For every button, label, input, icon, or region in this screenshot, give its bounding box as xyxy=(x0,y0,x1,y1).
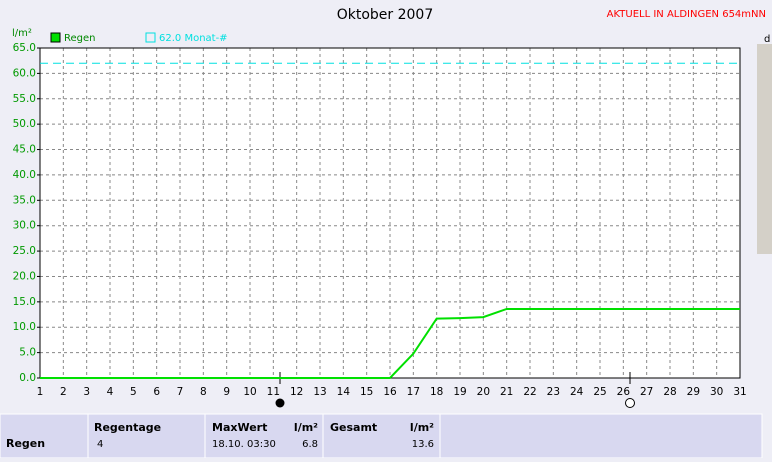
unit: l/m² xyxy=(294,421,318,434)
x-tick-label: 13 xyxy=(313,386,326,398)
header: Gesamt xyxy=(330,421,377,434)
value: 6.8 xyxy=(302,439,318,450)
x-tick-label: 3 xyxy=(83,386,90,398)
x-tick-label: 16 xyxy=(383,386,397,398)
date: 18.10. 03:30 xyxy=(212,439,276,450)
x-tick-label: 22 xyxy=(523,386,536,398)
table-cell xyxy=(204,413,324,459)
x-tick-label: 9 xyxy=(223,386,230,398)
x-tick-label: 7 xyxy=(177,386,184,398)
x-axis-label: d xyxy=(764,34,770,45)
x-tick-label: 24 xyxy=(570,386,584,398)
legend-label: 62.0 Monat-# xyxy=(159,33,228,44)
table-cell xyxy=(0,413,89,459)
x-tick-label: 14 xyxy=(337,386,351,398)
value: 4 xyxy=(97,439,103,450)
x-tick-label: 30 xyxy=(710,386,723,398)
new-moon-icon xyxy=(275,398,285,408)
annotation: AKTUELL IN ALDINGEN 654mNN xyxy=(607,9,766,20)
y-tick-label: 50.0 xyxy=(13,118,36,130)
value: 13.6 xyxy=(412,439,434,450)
y-tick-label: 0.0 xyxy=(19,372,36,384)
x-tick-label: 20 xyxy=(477,386,490,398)
row-label: Regen xyxy=(6,437,45,450)
table-cell xyxy=(439,413,763,459)
x-tick-label: 1 xyxy=(37,386,44,398)
x-tick-label: 26 xyxy=(617,386,631,398)
y-tick-label: 25.0 xyxy=(13,245,36,257)
x-tick-label: 8 xyxy=(200,386,207,398)
unit: l/m² xyxy=(410,421,434,434)
table-cell xyxy=(87,413,206,459)
x-tick-label: 4 xyxy=(107,386,114,398)
x-tick-label: 27 xyxy=(640,386,653,398)
data-line xyxy=(40,307,740,379)
x-tick-label: 18 xyxy=(430,386,443,398)
x-tick-label: 21 xyxy=(500,386,513,398)
x-tick-label: 15 xyxy=(360,386,373,398)
x-tick-label: 19 xyxy=(453,386,466,398)
x-tick-label: 29 xyxy=(687,386,700,398)
y-tick-label: 45.0 xyxy=(13,144,36,156)
legend-swatch xyxy=(50,32,61,43)
x-tick-label: 12 xyxy=(290,386,303,398)
x-tick-label: 6 xyxy=(153,386,160,398)
y-tick-label: 30.0 xyxy=(13,220,36,232)
full-moon-icon xyxy=(625,398,635,408)
chart-title: Oktober 2007 xyxy=(337,7,434,23)
header: MaxWert xyxy=(212,421,267,434)
x-tick-label: 10 xyxy=(243,386,256,398)
x-tick-label: 25 xyxy=(593,386,606,398)
y-tick-label: 20.0 xyxy=(13,270,36,282)
x-tick-label: 5 xyxy=(130,386,137,398)
y-tick-label: 10.0 xyxy=(13,321,36,333)
x-tick-label: 17 xyxy=(407,386,420,398)
y-tick-label: 65.0 xyxy=(13,42,36,54)
y-tick-label: 15.0 xyxy=(13,296,36,308)
y-axis-label: l/m² xyxy=(12,28,32,39)
x-tick-label: 23 xyxy=(547,386,560,398)
header: Regentage xyxy=(94,421,161,434)
y-tick-label: 5.0 xyxy=(19,347,36,359)
summary-table: Regen Regentage 4 MaxWert l/m² 18.10. 03… xyxy=(0,413,763,459)
y-tick-label: 40.0 xyxy=(13,169,36,181)
x-tick-label: 28 xyxy=(663,386,676,398)
y-tick-label: 55.0 xyxy=(13,93,36,105)
scrollbar[interactable] xyxy=(757,44,772,254)
x-tick-label: 11 xyxy=(267,386,280,398)
x-tick-label: 31 xyxy=(733,386,746,398)
legend-label: Regen xyxy=(64,33,96,44)
y-tick-label: 60.0 xyxy=(13,67,36,79)
legend-swatch xyxy=(145,32,156,43)
y-tick-label: 35.0 xyxy=(13,194,36,206)
x-tick-label: 2 xyxy=(60,386,67,398)
